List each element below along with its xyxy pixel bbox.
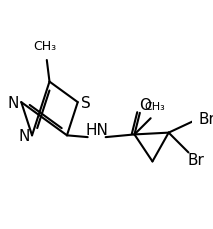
Text: S: S [81,95,91,110]
Text: N: N [18,128,30,143]
Text: N: N [7,95,19,110]
Text: Br: Br [187,153,204,167]
Text: CH₃: CH₃ [33,40,57,53]
Text: HN: HN [85,122,108,137]
Text: O: O [139,98,151,113]
Text: Br: Br [199,111,213,126]
Text: CH₃: CH₃ [144,102,165,112]
